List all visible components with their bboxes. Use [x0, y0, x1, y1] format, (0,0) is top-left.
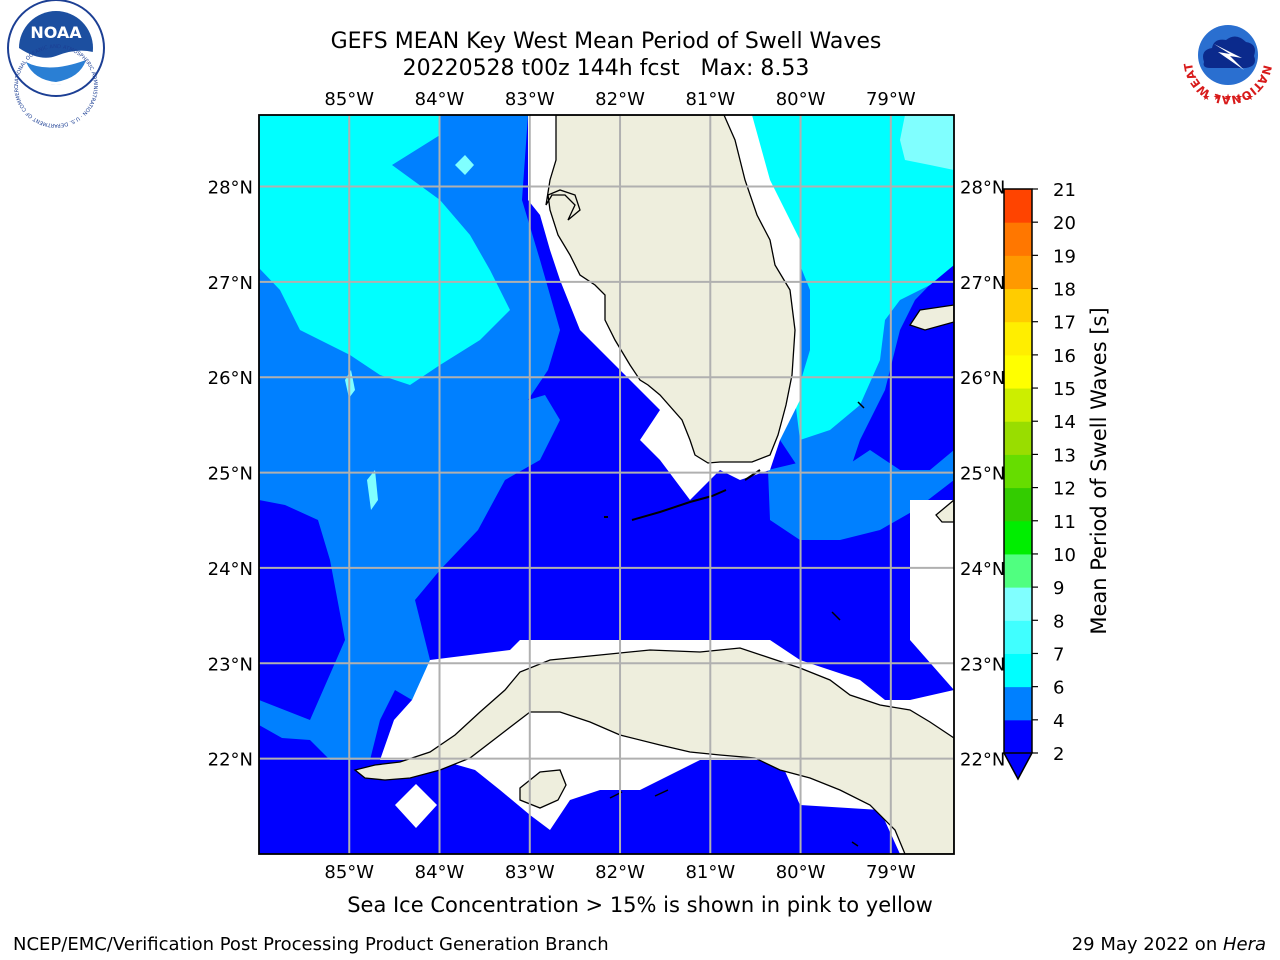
colorbar-segment	[1004, 354, 1032, 389]
lat-label-left: 25°N	[208, 464, 253, 485]
period-zone-7-8-ne	[900, 115, 954, 170]
colorbar-tick-label: 10	[1053, 545, 1076, 566]
lat-label-right: 25°N	[960, 464, 1005, 485]
lon-label-bottom: 82°W	[595, 862, 645, 883]
land-florida	[545, 115, 796, 464]
lat-label-left: 26°N	[208, 368, 253, 389]
map-frame	[258, 114, 955, 855]
land-bahamas	[908, 304, 954, 331]
footer-host: Hera	[1223, 934, 1266, 955]
missing-data-east	[910, 500, 954, 690]
colorbar-segment	[1004, 388, 1032, 422]
colorbar-segment	[1004, 487, 1032, 522]
footer-date: 29 May 2022 on Hera	[1072, 934, 1266, 955]
lat-label-right: 26°N	[960, 368, 1005, 389]
lon-label-top: 79°W	[866, 89, 916, 110]
colorbar-tick-label: 14	[1053, 412, 1076, 433]
chart-subtitle: 20220528 t00z 144h fcst Max: 8.53	[403, 56, 810, 81]
lat-label-right: 23°N	[960, 654, 1005, 675]
noaa-logo-text: NOAA	[30, 23, 82, 42]
colorbar-tick-label: 19	[1053, 246, 1076, 267]
colorbar-segment	[1004, 686, 1032, 721]
colorbar-tick-label: 9	[1053, 578, 1064, 599]
colorbar-segment	[1004, 321, 1032, 356]
colorbar-segment	[1004, 222, 1032, 256]
noaa-logo: NOAA NATIONAL OCEANIC AND ATMOSPHERIC AD…	[0, 0, 105, 128]
lat-label-left: 22°N	[208, 750, 253, 771]
colorbar-tick-label: 16	[1053, 346, 1076, 367]
colorbar-segment	[1004, 189, 1032, 223]
colorbar: 2 4 6 7 8 9 10 11 12 13 14 15 16 17 18 19 20 21	[1002, 180, 1076, 781]
colorbar-segment	[1004, 520, 1032, 555]
colorbar-segment	[1004, 620, 1032, 654]
colorbar-tick-label: 6	[1053, 678, 1064, 699]
lon-label-bottom: 84°W	[415, 862, 465, 883]
lat-label-right: 28°N	[960, 178, 1005, 199]
colorbar-tick-label: 7	[1053, 644, 1064, 665]
colorbar-label: Mean Period of Swell Waves [s]	[1087, 307, 1111, 634]
land-cuba	[353, 647, 954, 854]
chart-title: GEFS MEAN Key West Mean Period of Swell …	[331, 29, 882, 54]
land-isla-juventud	[519, 769, 567, 809]
map-panel: 85°W 85°W 84°W 84°W 83°W 83°W 82°W 82°W 81°W 81°W…	[208, 89, 1006, 883]
colorbar-tick-label: 8	[1053, 611, 1064, 632]
colorbar-segment	[1004, 653, 1032, 688]
colorbar-tick-label: 18	[1053, 280, 1076, 301]
lon-label-bottom: 81°W	[685, 862, 735, 883]
svg-text:★ ★ ★ ★ ★: ★ ★ ★ ★ ★	[1202, 93, 1254, 103]
colorbar-tick-label: 2	[1053, 744, 1064, 765]
lat-label-left: 23°N	[208, 654, 253, 675]
axis-tick-labels: 85°W 85°W 84°W 84°W 83°W 83°W 82°W 82°W 81°W 81°W…	[208, 89, 1006, 883]
colorbar-segment	[1004, 587, 1032, 621]
footer-caption: Sea Ice Concentration > 15% is shown in …	[347, 893, 933, 917]
colorbar-tick-label: 15	[1053, 379, 1076, 400]
colorbar-segment	[1004, 553, 1032, 588]
lon-label-top: 84°W	[415, 89, 465, 110]
period-zone-6-7-west	[259, 115, 510, 385]
lon-label-top: 81°W	[685, 89, 735, 110]
footer-credit: NCEP/EMC/Verification Post Processing Pr…	[13, 934, 609, 955]
lat-label-left: 27°N	[208, 273, 253, 294]
lat-label-left: 24°N	[208, 559, 253, 580]
lon-label-top: 83°W	[505, 89, 555, 110]
lon-label-top: 80°W	[776, 89, 826, 110]
lat-label-right: 27°N	[960, 273, 1005, 294]
colorbar-tick-label: 11	[1053, 512, 1076, 533]
lon-label-bottom: 85°W	[324, 862, 374, 883]
lon-label-top: 82°W	[595, 89, 645, 110]
lat-label-right: 22°N	[960, 750, 1005, 771]
missing-data-islet	[395, 784, 437, 828]
colorbar-extend-arrow	[1002, 752, 1034, 781]
colorbar-tick-label: 13	[1053, 445, 1076, 466]
colorbar-tick-label: 12	[1053, 479, 1076, 500]
colorbar-tick-label: 20	[1053, 213, 1076, 234]
colorbar-segment	[1004, 421, 1032, 455]
colorbar-tick-label: 21	[1053, 180, 1076, 201]
graticule	[259, 115, 954, 854]
footer-date-text: 29 May 2022 on	[1072, 934, 1223, 955]
land-bahamas-south	[935, 499, 954, 523]
lon-label-top: 85°W	[324, 89, 374, 110]
period-zone-6-7-east	[752, 115, 954, 440]
colorbar-segment	[1004, 454, 1032, 489]
colorbar-segment	[1004, 719, 1032, 754]
lon-label-bottom: 80°W	[776, 862, 826, 883]
lon-label-bottom: 79°W	[866, 862, 916, 883]
colorbar-tick-label: 17	[1053, 313, 1076, 334]
colorbar-frame	[1003, 188, 1033, 753]
colorbar-segment	[1004, 288, 1032, 323]
lon-label-bottom: 83°W	[505, 862, 555, 883]
colorbar-segment	[1004, 255, 1032, 290]
cay-sal-islets	[609, 401, 865, 847]
lat-label-left: 28°N	[208, 178, 253, 199]
lat-label-right: 24°N	[960, 559, 1005, 580]
colorbar-tick-label: 4	[1053, 711, 1064, 732]
